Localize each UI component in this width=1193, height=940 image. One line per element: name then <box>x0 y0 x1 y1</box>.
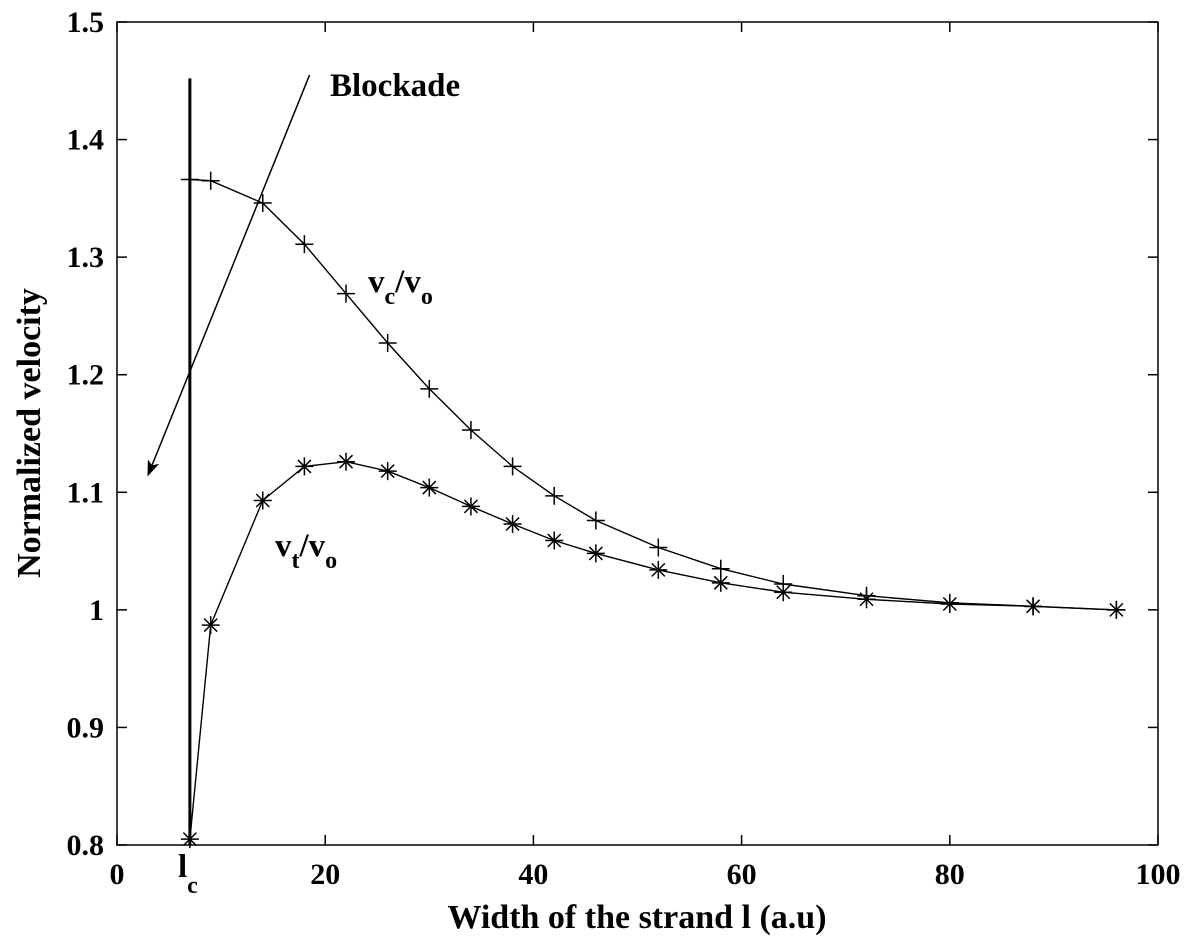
point-series1-9 <box>545 531 564 550</box>
y-tick-label-3: 1.1 <box>67 476 105 509</box>
marker-d2 <box>588 546 603 561</box>
point-series0-2 <box>253 194 272 213</box>
point-series0-10 <box>586 511 605 530</box>
marker-d2 <box>651 562 666 577</box>
x-tick-label-3: 60 <box>727 858 757 891</box>
x-axis-label: Width of the strand l (a.u) <box>447 899 826 936</box>
y-axis-label: Normalized velocity <box>11 288 48 578</box>
y-tick-label-6: 1.4 <box>67 124 105 157</box>
y-tick-label-7: 1.5 <box>67 6 105 39</box>
point-series1-6 <box>420 478 439 497</box>
plot-frame <box>116 21 1159 846</box>
series-label-1: vt/vo <box>275 528 337 574</box>
marker-d2 <box>297 459 312 474</box>
point-series1-1 <box>201 616 220 635</box>
point-series1-12 <box>711 573 730 592</box>
series-layer: vc/vo vt/vo <box>180 170 1126 849</box>
point-series0-5 <box>378 333 397 352</box>
point-series0-11 <box>649 538 668 557</box>
x-tick-label-1: 20 <box>310 858 340 891</box>
point-series0-6 <box>420 379 439 398</box>
point-series0-4 <box>337 284 356 303</box>
series-label-0: vc/vo <box>368 264 433 310</box>
point-series1-17 <box>1107 600 1126 619</box>
marker-d2 <box>1026 599 1041 614</box>
series-line-1 <box>189 460 1117 840</box>
blockade-arrow <box>147 74 311 477</box>
marker-d2 <box>547 533 562 548</box>
y-tick-label-1: 0.9 <box>67 711 105 744</box>
marker-d2 <box>505 516 520 532</box>
marker-d2 <box>203 618 218 633</box>
point-series0-3 <box>295 235 314 254</box>
axis-ticks <box>116 21 1159 846</box>
series-line-0 <box>189 178 1117 611</box>
point-series1-15 <box>940 594 959 613</box>
axis-tick-labels: 0 20 40 60 80 100 0.8 0.9 1 1.1 1.2 1.3 1.4 1.5 <box>67 6 1181 891</box>
threshold-label: lc <box>178 849 198 899</box>
y-tick-label-2: 1 <box>89 594 104 627</box>
point-series1-7 <box>461 497 480 516</box>
x-tick-label-5: 100 <box>1136 858 1181 891</box>
y-tick-label-5: 1.3 <box>67 241 105 274</box>
point-series1-2 <box>253 491 272 510</box>
point-series0-9 <box>545 486 564 505</box>
y-tick-label-4: 1.2 <box>67 359 105 392</box>
marker-d2 <box>1109 602 1124 617</box>
marker-d2 <box>776 585 791 600</box>
marker-d2 <box>255 493 270 508</box>
annotation-layer: lc Blockade <box>147 68 460 899</box>
point-series0-8 <box>503 457 522 476</box>
marker-d2 <box>713 575 728 590</box>
x-tick-label-0: 0 <box>110 858 125 891</box>
marker-d2 <box>859 592 874 607</box>
point-series0-7 <box>461 420 480 439</box>
point-series1-4 <box>337 452 356 471</box>
point-series1-16 <box>1024 597 1043 616</box>
y-tick-label-0: 0.8 <box>67 829 105 862</box>
x-tick-label-4: 80 <box>935 858 965 891</box>
point-series1-10 <box>586 544 605 563</box>
point-series1-13 <box>774 583 793 602</box>
x-tick-label-2: 40 <box>518 858 548 891</box>
marker-d2 <box>463 499 478 514</box>
marker-d2 <box>422 480 437 495</box>
marker-d2 <box>338 454 354 469</box>
point-series0-1 <box>201 171 220 190</box>
point-series1-8 <box>503 515 522 534</box>
point-series1-3 <box>295 457 314 476</box>
blockade-label: Blockade <box>330 68 460 104</box>
marker-d2 <box>380 464 395 479</box>
marker-d2 <box>942 596 957 612</box>
point-series1-5 <box>378 462 397 481</box>
point-series1-14 <box>857 590 876 609</box>
point-series1-11 <box>649 560 668 579</box>
